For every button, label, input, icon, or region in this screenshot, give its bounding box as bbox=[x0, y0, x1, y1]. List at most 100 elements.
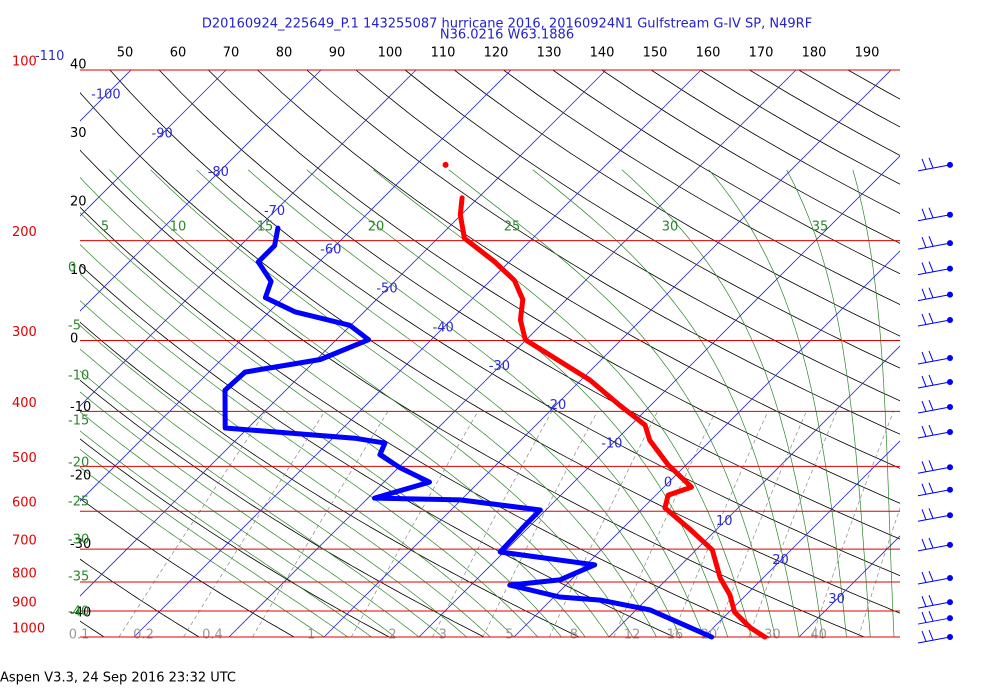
pressure-label: 1000 bbox=[12, 622, 45, 637]
theta-label: 30 bbox=[662, 220, 679, 235]
isotherm bbox=[80, 70, 417, 407]
dry-adiabat bbox=[80, 438, 390, 637]
top-scale-label: 130 bbox=[537, 46, 562, 61]
moist-adiabat bbox=[786, 169, 871, 637]
dry-adiabat bbox=[208, 70, 900, 504]
mixing-ratio-label: 2 bbox=[388, 628, 396, 643]
top-scale-label: 190 bbox=[855, 46, 880, 61]
theta-e-label: 0 bbox=[68, 261, 76, 276]
isotherm bbox=[228, 70, 797, 637]
moist-adiabat bbox=[80, 325, 491, 637]
pressure-label: 600 bbox=[12, 496, 37, 511]
dry-adiabat bbox=[454, 70, 900, 337]
isotherm bbox=[80, 70, 322, 312]
theta-e-label: -35 bbox=[68, 570, 89, 585]
isotherm-label: 0 bbox=[664, 475, 672, 490]
temperature-profile bbox=[457, 195, 768, 640]
mixing-ratio-line bbox=[183, 411, 326, 637]
dry-adiabat bbox=[80, 379, 485, 637]
isotherm-label: -90 bbox=[152, 126, 173, 141]
pressure-label: 200 bbox=[12, 225, 37, 240]
left-scale-label: -20 bbox=[70, 469, 91, 484]
wind-barb bbox=[917, 537, 951, 552]
wind-barb bbox=[917, 374, 951, 389]
theta-label: 20 bbox=[368, 220, 385, 235]
isotherm-label: -100 bbox=[91, 88, 121, 103]
dry-adiabat bbox=[503, 70, 900, 306]
moist-adiabat bbox=[80, 466, 325, 637]
mixing-ratio-label: 40 bbox=[810, 628, 827, 643]
theta-e-label: -40 bbox=[68, 605, 89, 620]
theta-e-label: -30 bbox=[68, 533, 89, 548]
pressure-label: 700 bbox=[12, 534, 37, 549]
moist-adiabat bbox=[852, 169, 895, 637]
mixing-ratio-label: 1 bbox=[307, 628, 315, 643]
mixing-ratio-line bbox=[118, 411, 266, 637]
dry-adiabat bbox=[80, 498, 295, 637]
dry-adiabat bbox=[700, 70, 900, 185]
mixing-ratio-line bbox=[350, 411, 479, 637]
theta-label: 25 bbox=[504, 220, 521, 235]
wind-barb bbox=[917, 399, 951, 414]
moist-adiabat bbox=[196, 169, 681, 637]
dry-adiabat bbox=[552, 70, 900, 275]
left-scale-label: -30 bbox=[70, 537, 91, 552]
dry-adiabat bbox=[355, 70, 900, 402]
dry-adiabat bbox=[257, 70, 900, 469]
pressure-label: 500 bbox=[12, 451, 37, 466]
dry-adiabat bbox=[847, 70, 900, 100]
left-scale-label: -10 bbox=[70, 400, 91, 415]
isotherm-label: -10 bbox=[601, 437, 622, 452]
wind-barb bbox=[917, 207, 951, 222]
theta-label: 35 bbox=[812, 220, 829, 235]
isotherm bbox=[323, 70, 892, 637]
top-scale-label: 160 bbox=[696, 46, 721, 61]
isotherm-label: -50 bbox=[376, 282, 397, 297]
isotherm bbox=[80, 70, 227, 217]
wind-barb bbox=[917, 508, 951, 522]
top-scale-label: 50 bbox=[117, 46, 134, 61]
theta-e-label: -25 bbox=[68, 495, 89, 510]
pressure-label: 800 bbox=[12, 567, 37, 582]
moist-adiabat bbox=[532, 169, 800, 637]
wind-barb bbox=[917, 610, 951, 625]
top-scale-label: 150 bbox=[643, 46, 668, 61]
temperature-outlier bbox=[442, 161, 449, 168]
dry-adiabat bbox=[650, 70, 900, 214]
top-scale-label: 120 bbox=[484, 46, 509, 61]
mixing-ratio-label: 8 bbox=[570, 628, 578, 643]
pressure-label: 400 bbox=[12, 396, 37, 411]
isotherm bbox=[513, 250, 900, 637]
mixing-ratio-label: 12 bbox=[624, 628, 641, 643]
top-scale-label: 90 bbox=[329, 46, 346, 61]
moist-adiabat bbox=[448, 169, 776, 637]
dry-adiabat bbox=[80, 149, 865, 637]
top-scale-label: 80 bbox=[276, 46, 293, 61]
wind-barb bbox=[917, 424, 951, 439]
mixing-ratio-line bbox=[432, 411, 553, 637]
moist-adiabat bbox=[150, 169, 657, 637]
dewpoint-profile bbox=[222, 225, 715, 640]
mixing-ratio-label: 3 bbox=[439, 628, 447, 643]
left-scale-label: 0 bbox=[70, 332, 78, 347]
wind-barb bbox=[917, 629, 951, 644]
moist-adiabat bbox=[80, 370, 444, 637]
mixing-ratio-label: 0.1 bbox=[69, 628, 90, 643]
isotherm bbox=[80, 70, 132, 122]
dry-adiabat bbox=[404, 70, 900, 369]
top-scale-label: 70 bbox=[223, 46, 240, 61]
mixing-ratio-line bbox=[858, 507, 900, 637]
isotherm bbox=[608, 345, 900, 637]
dry-adiabat bbox=[80, 558, 200, 637]
pressure-label: 100 bbox=[12, 55, 37, 70]
moist-adiabat bbox=[80, 411, 396, 637]
theta-e-label: -10 bbox=[68, 369, 89, 384]
mixing-ratio-label: 5 bbox=[505, 628, 513, 643]
moist-adiabat bbox=[80, 244, 562, 637]
isotherm bbox=[418, 155, 900, 637]
isotherm-label: -70 bbox=[264, 204, 285, 219]
pressure-label: 900 bbox=[12, 596, 37, 611]
mixing-ratio-line bbox=[613, 411, 717, 637]
isotherm bbox=[80, 70, 607, 597]
isotherm-label: -110 bbox=[35, 49, 65, 64]
